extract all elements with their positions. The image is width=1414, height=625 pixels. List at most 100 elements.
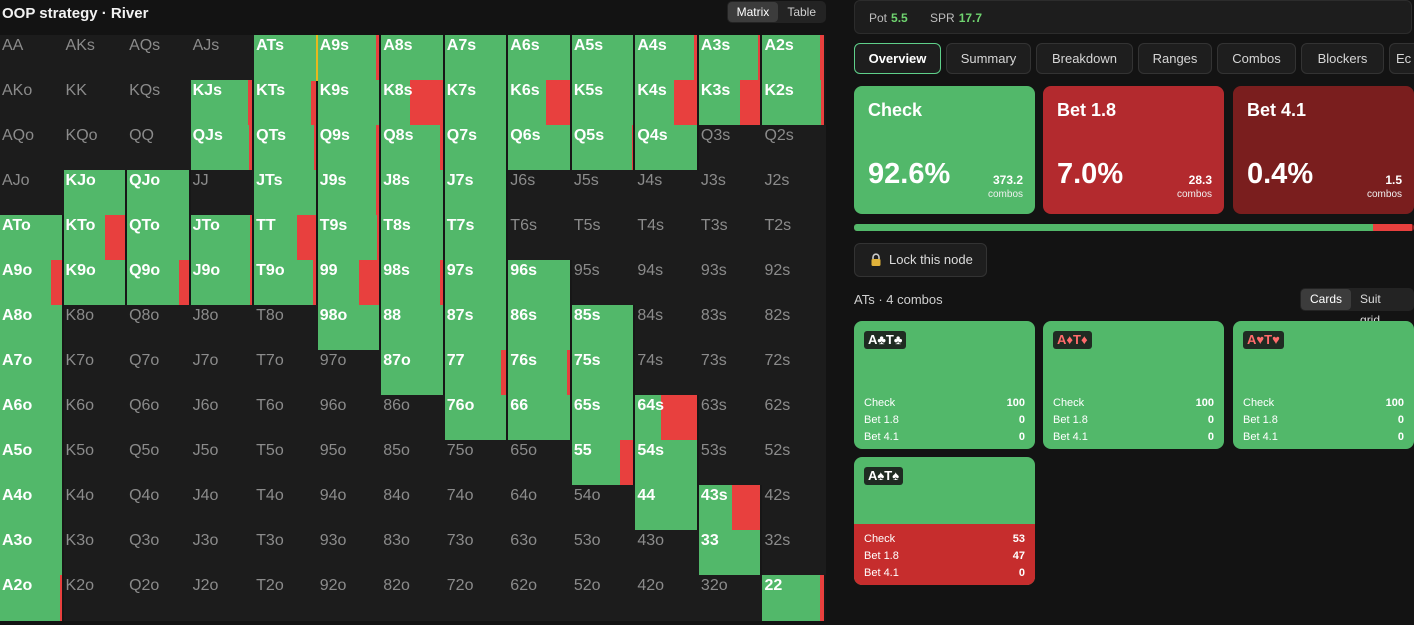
hand-cell-85s[interactable]: 85s (571, 305, 636, 351)
hand-cell-t3o[interactable]: T3o (254, 530, 319, 576)
hand-cell-k5s[interactable]: K5s (571, 80, 636, 126)
hand-cell-a3o[interactable]: A3o (0, 530, 65, 576)
hand-cell-k8o[interactable]: K8o (63, 305, 128, 351)
view-cards-button[interactable]: Cards (1301, 289, 1352, 310)
hand-cell-32s[interactable]: 32s (762, 530, 827, 576)
strategy-card-check[interactable]: Check 92.6% 373.2 combos (854, 86, 1035, 214)
hand-cell-k3s[interactable]: K3s (698, 80, 763, 126)
hand-cell-kk[interactable]: KK (63, 80, 128, 126)
hand-cell-93o[interactable]: 93o (317, 530, 382, 576)
hand-cell-k3o[interactable]: K3o (63, 530, 128, 576)
hand-cell-k5o[interactable]: K5o (63, 440, 128, 486)
hand-cell-q9o[interactable]: Q9o (127, 260, 192, 306)
hand-cell-ats[interactable]: ATs (254, 35, 319, 81)
hand-cell-86s[interactable]: 86s (508, 305, 573, 351)
tab-blockers[interactable]: Blockers (1301, 43, 1384, 74)
hand-cell-82s[interactable]: 82s (762, 305, 827, 351)
hand-cell-75s[interactable]: 75s (571, 350, 636, 396)
hand-cell-62s[interactable]: 62s (762, 395, 827, 441)
hand-cell-t8o[interactable]: T8o (254, 305, 319, 351)
hand-cell-93s[interactable]: 93s (698, 260, 763, 306)
hand-cell-74s[interactable]: 74s (635, 350, 700, 396)
view-table-button[interactable]: Table (787, 5, 816, 19)
hand-cell-q7o[interactable]: Q7o (127, 350, 192, 396)
hand-cell-t7s[interactable]: T7s (444, 215, 509, 261)
hand-cell-a6o[interactable]: A6o (0, 395, 65, 441)
hand-cell-k7o[interactable]: K7o (63, 350, 128, 396)
hand-cell-96s[interactable]: 96s (508, 260, 573, 306)
hand-cell-a9o[interactable]: A9o (0, 260, 65, 306)
hand-cell-a7s[interactable]: A7s (444, 35, 509, 81)
hand-cell-k9o[interactable]: K9o (63, 260, 128, 306)
tab-combos[interactable]: Combos (1217, 43, 1296, 74)
hand-cell-65s[interactable]: 65s (571, 395, 636, 441)
hand-cell-j5o[interactable]: J5o (190, 440, 255, 486)
hand-cell-33[interactable]: 33 (698, 530, 763, 576)
hand-cell-kts[interactable]: KTs (254, 80, 319, 126)
hand-cell-43s[interactable]: 43s (698, 485, 763, 531)
hand-cell-52s[interactable]: 52s (762, 440, 827, 486)
hand-cell-q4s[interactable]: Q4s (635, 125, 700, 171)
hand-cell-j8s[interactable]: J8s (381, 170, 446, 216)
tab-breakdown[interactable]: Breakdown (1036, 43, 1133, 74)
hand-cell-ako[interactable]: AKo (0, 80, 65, 126)
hand-cell-t4s[interactable]: T4s (635, 215, 700, 261)
hand-cell-76s[interactable]: 76s (508, 350, 573, 396)
hand-cell-t4o[interactable]: T4o (254, 485, 319, 531)
hand-cell-q6o[interactable]: Q6o (127, 395, 192, 441)
hand-cell-73o[interactable]: 73o (444, 530, 509, 576)
hand-cell-86o[interactable]: 86o (381, 395, 446, 441)
hand-cell-jto[interactable]: JTo (190, 215, 255, 261)
hand-cell-aqo[interactable]: AQo (0, 125, 65, 171)
hand-cell-k6s[interactable]: K6s (508, 80, 573, 126)
hand-cell-tt[interactable]: TT (254, 215, 319, 261)
hand-cell-a9s[interactable]: A9s (317, 35, 382, 81)
hand-cell-k4o[interactable]: K4o (63, 485, 128, 531)
hand-cell-83s[interactable]: 83s (698, 305, 763, 351)
hand-cell-76o[interactable]: 76o (444, 395, 509, 441)
hand-cell-a7o[interactable]: A7o (0, 350, 65, 396)
hand-cell-k4s[interactable]: K4s (635, 80, 700, 126)
hand-cell-95s[interactable]: 95s (571, 260, 636, 306)
hand-cell-j3o[interactable]: J3o (190, 530, 255, 576)
hand-cell-43o[interactable]: 43o (635, 530, 700, 576)
hand-cell-q3s[interactable]: Q3s (698, 125, 763, 171)
hand-cell-64o[interactable]: 64o (508, 485, 573, 531)
hand-cell-97s[interactable]: 97s (444, 260, 509, 306)
combo-card[interactable]: A♦T♦ Check 100 Bet 1.8 0 Bet 4.1 0 (1043, 321, 1224, 449)
hand-cell-92s[interactable]: 92s (762, 260, 827, 306)
hand-cell-t9o[interactable]: T9o (254, 260, 319, 306)
hand-cell-a5s[interactable]: A5s (571, 35, 636, 81)
view-suit-grid-button[interactable]: Suit grid (1360, 292, 1381, 327)
hand-cell-a2o[interactable]: A2o (0, 575, 65, 621)
hand-cell-kjo[interactable]: KJo (63, 170, 128, 216)
hand-cell-53s[interactable]: 53s (698, 440, 763, 486)
combo-card[interactable]: A♥T♥ Check 100 Bet 1.8 0 Bet 4.1 0 (1233, 321, 1414, 449)
hand-cell-54s[interactable]: 54s (635, 440, 700, 486)
hand-cell-qto[interactable]: QTo (127, 215, 192, 261)
tab-summary[interactable]: Summary (946, 43, 1031, 74)
hand-cell-96o[interactable]: 96o (317, 395, 382, 441)
hand-cell-qjo[interactable]: QJo (127, 170, 192, 216)
hand-cell-98s[interactable]: 98s (381, 260, 446, 306)
hand-cell-73s[interactable]: 73s (698, 350, 763, 396)
hand-cell-t9s[interactable]: T9s (317, 215, 382, 261)
hand-cell-jj[interactable]: JJ (190, 170, 255, 216)
hand-cell-j2o[interactable]: J2o (190, 575, 255, 621)
hand-cell-qts[interactable]: QTs (254, 125, 319, 171)
hand-cell-87s[interactable]: 87s (444, 305, 509, 351)
hand-cell-63o[interactable]: 63o (508, 530, 573, 576)
hand-cell-k2o[interactable]: K2o (63, 575, 128, 621)
hand-cell-83o[interactable]: 83o (381, 530, 446, 576)
hand-cell-a8s[interactable]: A8s (381, 35, 446, 81)
hand-cell-55[interactable]: 55 (571, 440, 636, 486)
hand-cell-kto[interactable]: KTo (63, 215, 128, 261)
strategy-card-bet-small[interactable]: Bet 1.8 7.0% 28.3 combos (1043, 86, 1224, 214)
hand-cell-72s[interactable]: 72s (762, 350, 827, 396)
hand-cell-66[interactable]: 66 (508, 395, 573, 441)
hand-cell-77[interactable]: 77 (444, 350, 509, 396)
hand-cell-t6s[interactable]: T6s (508, 215, 573, 261)
hand-cell-q2s[interactable]: Q2s (762, 125, 827, 171)
hand-cell-j2s[interactable]: J2s (762, 170, 827, 216)
hand-cell-82o[interactable]: 82o (381, 575, 446, 621)
